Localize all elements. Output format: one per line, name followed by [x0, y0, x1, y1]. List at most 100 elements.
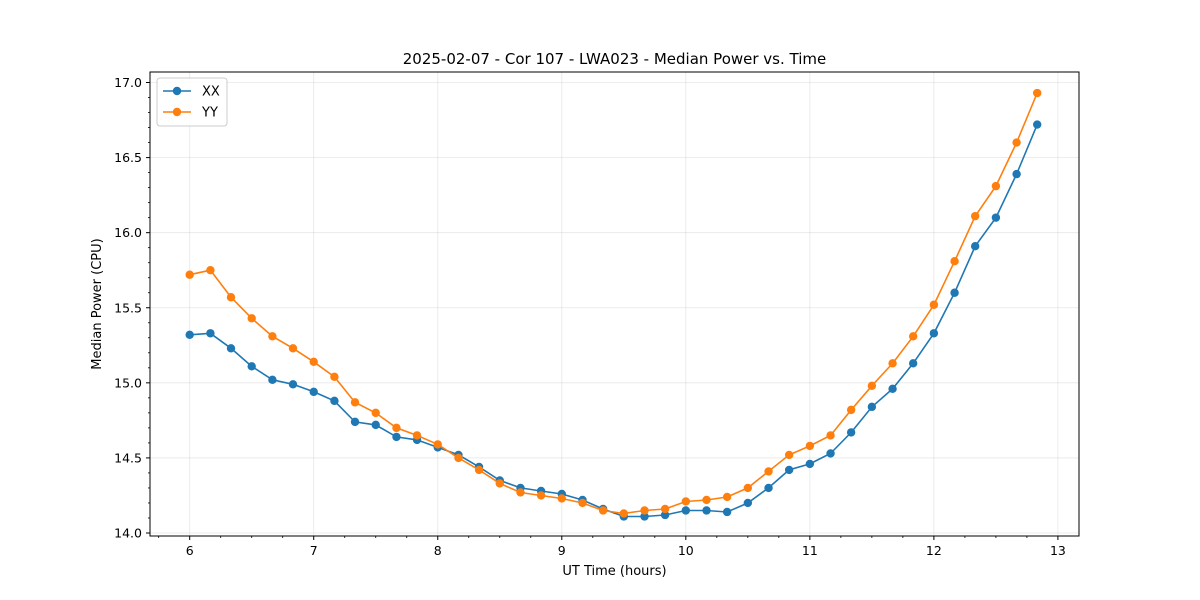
- series-yy-point: [619, 509, 629, 518]
- plot-area-frame: [149, 71, 1080, 537]
- series-yy-point: [764, 467, 773, 476]
- series-xx-point: [950, 288, 959, 297]
- series-yy-point: [640, 506, 649, 515]
- series-yy-point: [970, 211, 980, 221]
- x-axis: 6 7 8 9 10 11 12 13: [158, 536, 1066, 558]
- series-yy-point: [867, 381, 877, 391]
- series-xx-point: [268, 375, 277, 385]
- series-xx-point: [970, 241, 980, 251]
- series-xx-point: [764, 483, 773, 493]
- y-axis-label: Median Power (CPU): [90, 238, 105, 369]
- series-yy-point: [330, 372, 339, 382]
- series-xx-point: [722, 507, 732, 517]
- series-yy-point: [206, 266, 215, 275]
- series-yy-point: [929, 300, 939, 309]
- series-yy-point: [1012, 138, 1021, 147]
- y-tick-label: 17.0: [114, 75, 142, 90]
- series-xx-point: [640, 512, 649, 521]
- y-tick-label: 16.5: [114, 150, 142, 165]
- legend-yy-marker: [172, 107, 182, 117]
- series-yy-point: [288, 344, 298, 353]
- series-xx-point: [371, 420, 380, 430]
- series-layer: [185, 88, 1042, 521]
- series-yy-point: [702, 495, 711, 505]
- series-yy-point: [454, 453, 463, 463]
- y-tick-label: 14.0: [114, 525, 142, 540]
- series-yy-point: [681, 497, 691, 506]
- series-xx-point: [826, 449, 835, 458]
- x-axis-label: UT Time (hours): [562, 564, 666, 579]
- series-yy-line: [189, 92, 1038, 515]
- x-tick-label: 8: [434, 543, 442, 558]
- series-yy-point: [908, 332, 918, 341]
- series-xx-point: [908, 359, 918, 368]
- series-yy-point: [474, 465, 484, 475]
- series-xx-point: [743, 498, 753, 508]
- series-yy-point: [536, 491, 546, 500]
- series-xx-point: [392, 432, 401, 442]
- x-tick-label: 11: [802, 543, 818, 558]
- series-yy-point: [247, 314, 256, 323]
- legend-yy-label: YY: [201, 106, 218, 121]
- series-xx-point: [330, 396, 339, 406]
- series-xx-point: [681, 506, 691, 515]
- series-yy-point: [371, 408, 380, 418]
- series-yy-point: [350, 398, 360, 407]
- y-tick-label: 15.0: [114, 375, 142, 390]
- series-yy-point: [433, 440, 442, 449]
- x-tick-label: 7: [310, 543, 318, 558]
- series-yy-point: [412, 431, 422, 440]
- series-yy-point: [784, 450, 794, 460]
- series-xx-point: [805, 459, 815, 469]
- legend: XX YY: [156, 77, 228, 127]
- series-xx-point: [350, 417, 360, 427]
- series-yy-point: [950, 257, 959, 266]
- series-xx-point: [185, 330, 194, 339]
- series-xx-point: [1012, 169, 1021, 179]
- series-xx-point: [288, 380, 298, 389]
- series-xx-point: [867, 402, 877, 412]
- chart-title: 2025-02-07 - Cor 107 - LWA023 - Median P…: [403, 50, 827, 68]
- series-xx-point: [702, 506, 711, 515]
- series-yy-point: [516, 488, 525, 497]
- series-yy-point: [495, 479, 504, 488]
- series-yy-point: [598, 506, 608, 515]
- series-xx-point: [991, 213, 1001, 222]
- series-yy-point: [309, 357, 318, 367]
- series-xx-point: [206, 329, 215, 338]
- series-yy-point: [991, 181, 1001, 191]
- series-yy-point: [846, 405, 856, 415]
- series-yy-point: [805, 441, 815, 451]
- grid: [150, 72, 1079, 536]
- series-yy-point: [392, 423, 401, 433]
- series-xx-point: [1033, 120, 1042, 129]
- series-xx-point: [846, 428, 856, 437]
- y-tick-label: 16.0: [114, 225, 142, 240]
- x-tick-label: 10: [678, 543, 694, 558]
- series-yy-point: [1033, 88, 1042, 98]
- y-axis: 14.0 14.5 15.0 15.5 16.0 16.5 17.0: [114, 75, 150, 540]
- series-yy-point: [557, 494, 566, 503]
- series-xx-point: [247, 362, 256, 371]
- legend-xx-marker: [172, 86, 182, 96]
- series-yy-point: [660, 504, 670, 514]
- x-tick-label: 6: [186, 543, 194, 558]
- series-xx-point: [226, 344, 236, 353]
- series-xx-point: [784, 465, 794, 475]
- series-yy-point: [268, 332, 277, 341]
- x-tick-label: 9: [558, 543, 566, 558]
- y-tick-label: 15.5: [114, 300, 142, 315]
- series-yy-point: [826, 431, 835, 440]
- series-xx-point: [309, 387, 318, 397]
- series-yy-point: [888, 359, 897, 368]
- x-tick-label: 12: [926, 543, 942, 558]
- legend-xx-label: XX: [202, 85, 220, 100]
- series-yy-point: [185, 270, 194, 279]
- series-yy: [185, 88, 1042, 518]
- series-yy-point: [578, 498, 587, 508]
- series-xx-point: [929, 329, 939, 338]
- series-yy-point: [743, 483, 753, 493]
- series-yy-point: [226, 293, 236, 302]
- series-yy-point: [722, 492, 732, 502]
